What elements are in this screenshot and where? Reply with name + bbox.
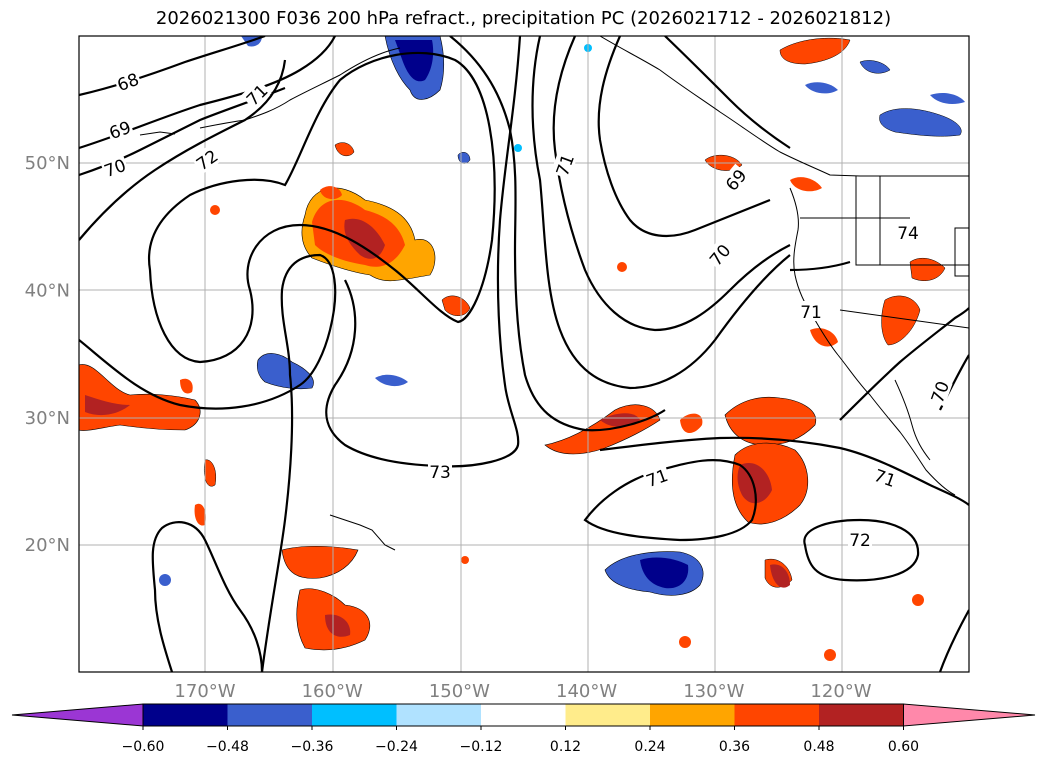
colorbar-segment <box>734 704 819 726</box>
lat-tick-label: 40°N <box>25 280 70 301</box>
contour-label: 74 <box>897 224 919 244</box>
colorbar-tick-label: 0.12 <box>550 739 581 755</box>
colorbar-segment <box>396 704 481 726</box>
contour-label: 70 <box>706 241 735 270</box>
colorbar-segment <box>819 704 904 726</box>
colorbar-tick-label: 0.24 <box>634 739 665 755</box>
colorbar-tick-label: 0.36 <box>719 739 750 755</box>
lat-tick-label: 50°N <box>25 153 70 174</box>
lon-tick-label: 120°W <box>810 681 871 702</box>
gridlines <box>79 36 969 672</box>
contour-label: 72 <box>849 531 871 551</box>
lon-tick-label: 150°W <box>429 681 490 702</box>
contour-label: 72 <box>193 146 222 175</box>
coastlines <box>139 36 969 551</box>
lon-tick-label: 160°W <box>302 681 363 702</box>
precipitation-shading <box>79 36 965 661</box>
colorbar-tick-label: −0.24 <box>375 739 418 755</box>
colorbar-segment <box>227 704 312 726</box>
contour-label: 71 <box>800 303 822 323</box>
colorbar-tick-label: −0.36 <box>291 739 334 755</box>
colorbar-tick-label: 0.60 <box>888 739 919 755</box>
colorbar-segment <box>481 704 566 726</box>
colorbar-tick-label: −0.12 <box>460 739 503 755</box>
colorbar-tick-label: −0.60 <box>122 739 165 755</box>
colorbar-tick-label: 0.48 <box>803 739 834 755</box>
colorbar-segment <box>312 704 397 726</box>
refractivity-contours <box>79 36 969 672</box>
map-title: 2026021300 F036 200 hPa refract., precip… <box>155 8 892 29</box>
lat-tick-label: 30°N <box>25 408 70 429</box>
colorbar: −0.60 −0.48 −0.36 −0.24 −0.12 0.12 0.24 0.36 0.4… <box>11 703 1036 755</box>
lat-tick-label: 20°N <box>25 535 70 556</box>
colorbar-extend-high <box>903 703 1036 727</box>
contour-label: 73 <box>429 463 451 483</box>
map-frame <box>78 35 970 673</box>
lon-tick-label: 170°W <box>174 681 235 702</box>
colorbar-tick-label: −0.48 <box>206 739 249 755</box>
colorbar-outline <box>142 703 904 727</box>
colorbar-segment <box>565 704 650 726</box>
colorbar-extend-low <box>11 703 144 727</box>
colorbar-segment <box>143 704 228 726</box>
lon-tick-label: 130°W <box>683 681 744 702</box>
colorbar-segment <box>650 704 735 726</box>
axis-tick-labels: 170°W 160°W 150°W 140°W 130°W 120°W 50°N 40°N 30… <box>25 153 872 702</box>
lon-tick-label: 140°W <box>556 681 617 702</box>
